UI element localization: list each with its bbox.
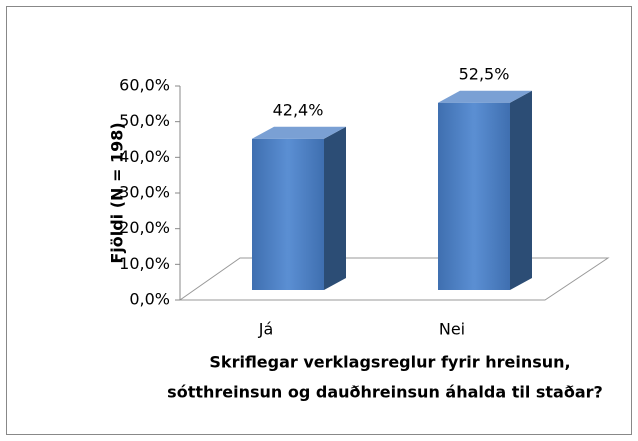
y-axis-title: Fjöldi (N = 198) xyxy=(108,122,127,263)
data-label: 42,4% xyxy=(273,100,324,119)
y-tick-label: 60,0% xyxy=(119,76,170,95)
x-tick-label: Já xyxy=(258,320,274,339)
floor xyxy=(178,257,610,301)
bar xyxy=(252,138,324,290)
x-axis-title: Skriflegar verklagsreglur fyrir hreinsun… xyxy=(209,353,570,372)
x-tick-label: Nei xyxy=(439,320,465,339)
bar-top xyxy=(252,126,346,139)
y-tick-label: 10,0% xyxy=(119,254,170,273)
y-tick-label: 20,0% xyxy=(119,218,170,237)
bar-top xyxy=(438,90,532,103)
y-tick-label: 40,0% xyxy=(119,147,170,166)
x-axis-title: sótthreinsun og dauðhreinsun áhalda til … xyxy=(167,383,603,402)
y-tick-label: 30,0% xyxy=(119,183,170,202)
bar-side xyxy=(510,90,532,290)
y-tick-label: 0,0% xyxy=(129,290,170,309)
data-label: 52,5% xyxy=(459,64,510,83)
bar-side xyxy=(324,126,346,290)
bar xyxy=(438,102,510,290)
y-tick-label: 50,0% xyxy=(119,111,170,130)
